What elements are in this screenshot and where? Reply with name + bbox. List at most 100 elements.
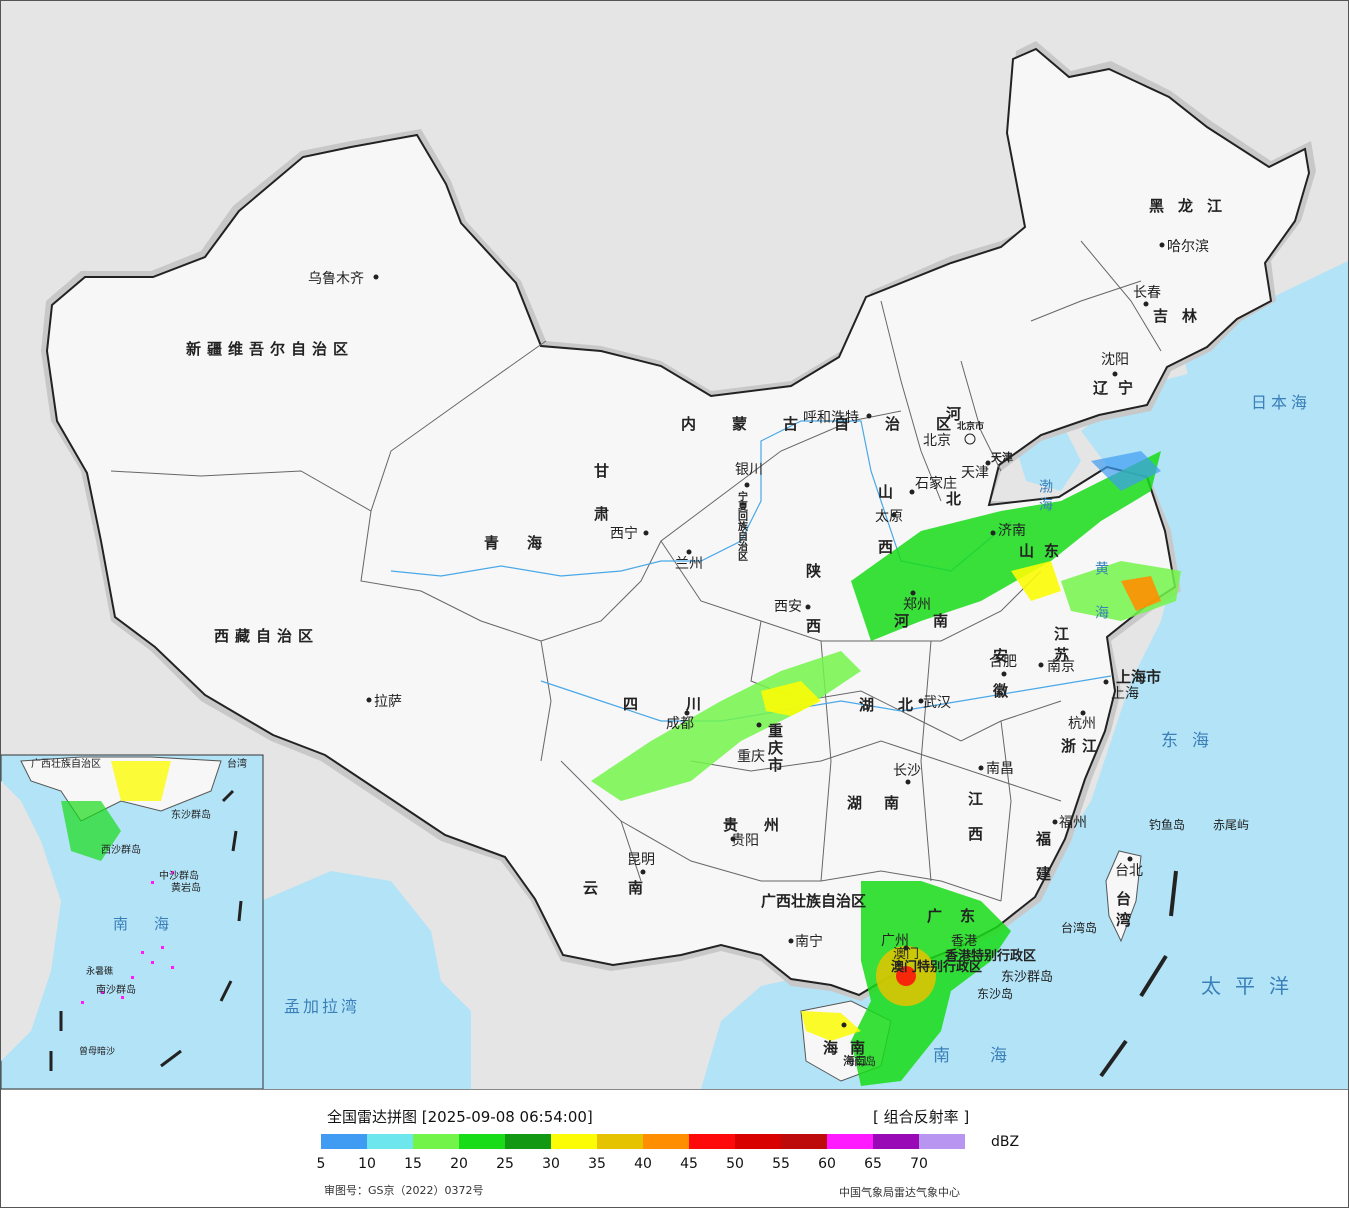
province-label: 天津 [991, 450, 1013, 464]
province-label: 湖南 [847, 794, 921, 812]
inset-label: 曾母暗沙 [79, 1045, 115, 1057]
scale-swatch [643, 1134, 689, 1149]
scale-swatch [505, 1134, 551, 1149]
approval-number: 审图号：GS京（2022）0372号 [324, 1184, 484, 1197]
city-label: 呼和浩特 [803, 410, 859, 426]
inset-label: 南沙群岛 [96, 983, 136, 996]
city-label: 贵阳 [731, 833, 759, 849]
inset-label: 黄岩岛 [171, 881, 201, 894]
scale-tick-label: 70 [910, 1156, 928, 1172]
scale-swatch [873, 1134, 919, 1149]
typhoon-eye [896, 966, 916, 986]
city-label: 南宁 [795, 933, 823, 950]
scale-tick-label: 5 [316, 1156, 326, 1172]
scale-tick-label: 20 [450, 1156, 468, 1172]
province-label: 新疆维吾尔自治区 [186, 340, 354, 358]
product-label: [ 组合反射率 ] [873, 1108, 970, 1126]
inset-label: 西沙群岛 [101, 843, 141, 856]
scale-tick-label: 60 [818, 1156, 836, 1172]
radar-map: 新疆维吾尔自治区 西藏自治区 青海 甘肃 内蒙古自治区 黑龙江 吉林 辽宁 河北… [1, 1, 1348, 1089]
city-label: 济南 [998, 523, 1026, 539]
city-label: 合肥 [989, 654, 1017, 670]
scale-tick-label: 50 [726, 1156, 744, 1172]
province-label: 北京市 [957, 420, 984, 432]
scale-swatch [781, 1134, 827, 1149]
province-label: 宁夏回族自治区 [736, 490, 749, 561]
scale-swatch [689, 1134, 735, 1149]
scale-swatch [597, 1134, 643, 1149]
boundary-dashes [1099, 870, 1178, 1078]
city-label: 澳门 [893, 946, 919, 962]
city-label: 昆明 [627, 852, 655, 868]
province-label: 重庆市 [766, 722, 784, 774]
inset-label: 南海 [113, 915, 195, 933]
city-label: 南京 [1047, 659, 1075, 675]
province-label: 浙江 [1061, 737, 1103, 755]
inset-label: 广西壮族自治区 [31, 757, 101, 770]
province-label: 辽宁 [1093, 379, 1143, 397]
inset-label: 中沙群岛 [159, 869, 199, 882]
scale-tick-label: 25 [496, 1156, 514, 1172]
ocean [701, 331, 1348, 1089]
province-label: 山东 [1019, 542, 1069, 560]
city-label: 乌鲁木齐 [308, 271, 364, 287]
city-label: 石家庄 [915, 475, 957, 492]
echo-core-1 [761, 681, 821, 716]
scale-ticks: 5 10 15 20 25 30 35 40 45 50 55 60 65 70 [301, 1156, 1001, 1174]
province-label: 山西 [876, 484, 894, 594]
scale-swatch [827, 1134, 873, 1149]
city-label: 西安 [774, 599, 802, 615]
inset-label: 台湾 [227, 757, 247, 770]
province-label: 河北 [944, 405, 962, 576]
inset-label: 东沙群岛 [171, 808, 211, 821]
producer-label: 中国气象局雷达气象中心 [839, 1186, 960, 1199]
scale-swatch [459, 1134, 505, 1149]
city-label: 武汉 [923, 695, 951, 711]
province-label: 西藏自治区 [214, 627, 319, 645]
province-label: 甘肃 [592, 462, 610, 549]
province-label: 吉林 [1153, 307, 1211, 325]
island-label: 东沙群岛 [1001, 969, 1053, 985]
radar-echoes [591, 451, 1181, 1086]
scale-swatch [735, 1134, 781, 1149]
echo-band-north [851, 451, 1161, 641]
sea-label: 黄海 [1093, 560, 1109, 649]
province-label: 安徽 [991, 647, 1009, 718]
city-label: 上海 [1111, 686, 1139, 702]
city-label: 南昌 [986, 761, 1014, 777]
city-label: 杭州 [1068, 716, 1096, 732]
scale-swatch [321, 1134, 367, 1149]
city-label: 重庆 [737, 749, 765, 765]
city-label: 香港 [951, 934, 977, 949]
city-label: 天津 [961, 465, 989, 481]
province-label: 江苏 [1052, 625, 1070, 668]
scale-tick-label: 55 [772, 1156, 790, 1172]
island-label: 赤尾屿 [1213, 818, 1249, 832]
province-label: 河南 [894, 612, 972, 630]
echo-core-2 [1011, 561, 1061, 601]
city-label: 拉萨 [374, 694, 402, 710]
color-scale [321, 1134, 965, 1149]
city-label: 台北 [1115, 863, 1143, 879]
sea-label: 渤海 [1037, 479, 1053, 515]
echo-ne [1091, 451, 1161, 491]
scale-swatch [413, 1134, 459, 1149]
province-label: 上海市 [1116, 668, 1161, 686]
province-label: 青海 [484, 534, 570, 552]
city-label: 广州 [881, 933, 909, 949]
sea-label: 东海 [1161, 731, 1223, 751]
scale-tick-label: 30 [542, 1156, 560, 1172]
island-label: 东沙岛 [977, 986, 1013, 1001]
scale-tick-label: 65 [864, 1156, 882, 1172]
scale-swatch [551, 1134, 597, 1149]
sea-label: 太平洋 [1201, 974, 1303, 998]
province-label: 贵州 [723, 816, 805, 834]
city-markers [366, 242, 1165, 1028]
island-label: 钓鱼岛 [1149, 817, 1185, 832]
province-label: 海南 [823, 1039, 877, 1057]
city-label: 银川 [735, 462, 763, 478]
city-label: 兰州 [675, 556, 703, 572]
sea-label: 南海 [933, 1046, 1047, 1066]
inset-map [1, 754, 264, 1089]
